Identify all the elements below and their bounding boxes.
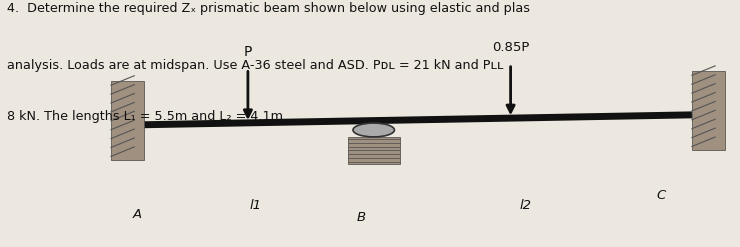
Text: P: P — [243, 45, 252, 59]
Bar — [692, 71, 725, 150]
Text: 0.85P: 0.85P — [492, 41, 529, 54]
Text: analysis. Loads are at midspan. Use A-36 steel and ASD. Pᴅʟ = 21 kN and Pʟʟ: analysis. Loads are at midspan. Use A-36… — [7, 59, 504, 72]
Text: l1: l1 — [249, 199, 261, 211]
Text: 8 kN. The lengths L₁ = 5.5m and L₂ = 4.1m.: 8 kN. The lengths L₁ = 5.5m and L₂ = 4.1… — [7, 110, 288, 123]
Text: l2: l2 — [519, 199, 531, 211]
Text: 4.  Determine the required Zₓ prismatic beam shown below using elastic and plas: 4. Determine the required Zₓ prismatic b… — [7, 2, 531, 16]
Bar — [348, 137, 400, 164]
Text: B: B — [357, 211, 366, 224]
Bar — [111, 81, 144, 160]
Text: A: A — [132, 208, 141, 221]
Circle shape — [353, 123, 394, 137]
Text: C: C — [656, 189, 665, 202]
